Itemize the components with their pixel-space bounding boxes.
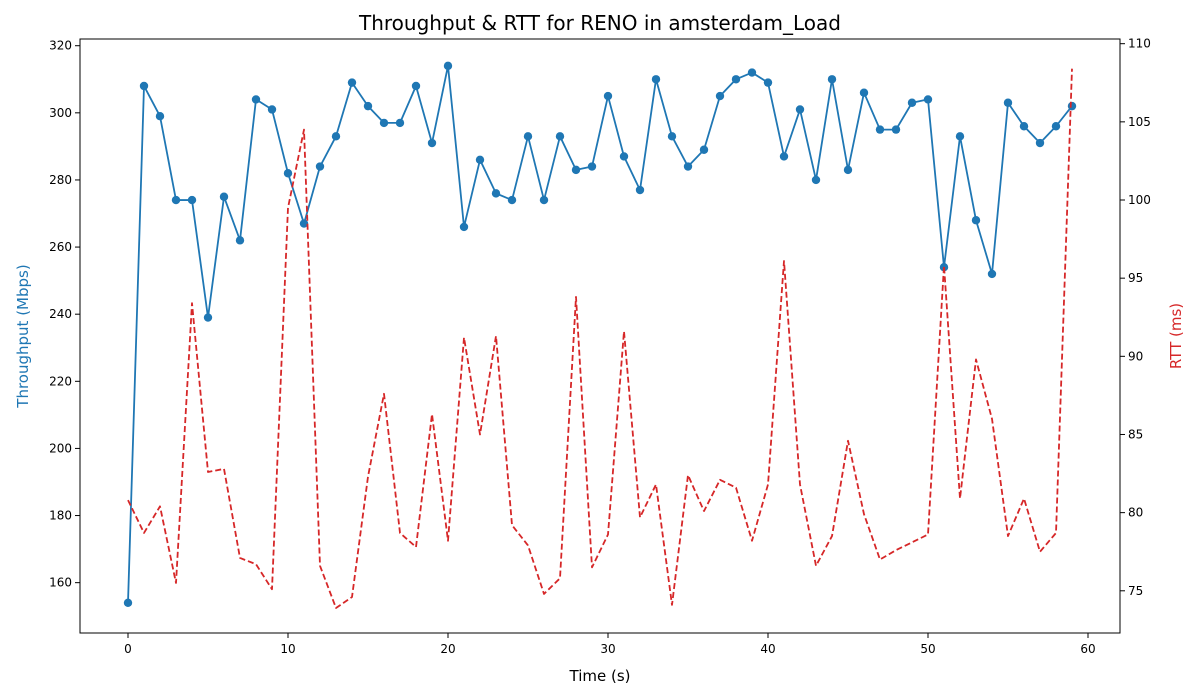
throughput-point (555, 132, 565, 141)
x-tick-label: 20 (440, 642, 455, 656)
y-right-tick-label: 85 (1128, 427, 1143, 441)
x-tick-label: 30 (600, 642, 615, 656)
throughput-point (683, 162, 693, 171)
y-right-tick-label: 100 (1128, 193, 1151, 207)
x-tick-label: 10 (280, 642, 295, 656)
throughput-point (123, 598, 133, 607)
x-tick-label: 60 (1080, 642, 1095, 656)
throughput-point (539, 195, 549, 205)
throughput-point (587, 162, 597, 171)
throughput-point (635, 185, 645, 195)
throughput-point (699, 145, 709, 154)
x-tick-label: 0 (124, 642, 132, 656)
throughput-line (127, 64, 1073, 603)
throughput-point (923, 95, 933, 104)
throughput-point (651, 75, 661, 84)
throughput-point (187, 195, 197, 205)
throughput-point (1003, 98, 1013, 107)
throughput-point (731, 75, 741, 84)
y-left-tick-label: 220 (49, 374, 72, 388)
throughput-point (987, 269, 997, 279)
throughput-point (571, 165, 581, 175)
throughput-point (491, 189, 501, 198)
y-right-tick-label: 105 (1128, 115, 1151, 129)
y-right-tick-label: 95 (1128, 271, 1143, 285)
throughput-point (475, 155, 485, 165)
throughput-point (283, 169, 293, 178)
throughput-point (155, 111, 165, 121)
x-axis-label: Time (s) (569, 667, 631, 685)
plot-area-frame (79, 38, 1121, 634)
throughput-point (1035, 138, 1045, 148)
throughput-point (235, 236, 245, 245)
throughput-point (331, 132, 341, 141)
y-right-tick-label: 90 (1128, 349, 1143, 363)
y-left-tick-label: 320 (49, 39, 72, 53)
y-left-tick-label: 240 (49, 307, 72, 321)
y-right-axis-label: RTT (ms) (1167, 303, 1185, 369)
throughput-point (315, 162, 325, 171)
throughput-point (363, 101, 373, 111)
throughput-point (715, 91, 725, 101)
throughput-point (603, 91, 613, 101)
throughput-point (1019, 122, 1029, 131)
throughput-point (667, 132, 677, 141)
throughput-point (1067, 101, 1077, 111)
rtt-line (127, 68, 1073, 609)
throughput-point (779, 152, 789, 161)
y-right-tick-label: 75 (1128, 584, 1143, 598)
y-left-tick-label: 300 (49, 106, 72, 120)
throughput-point (171, 195, 181, 205)
throughput-point (347, 78, 357, 87)
throughput-point (379, 118, 389, 128)
throughput-point (443, 61, 453, 71)
throughput-point (843, 165, 853, 175)
throughput-point (763, 78, 773, 87)
throughput-point (859, 88, 869, 97)
y-right-tick-label: 80 (1128, 506, 1143, 520)
y-right-tick-label: 110 (1128, 37, 1151, 51)
throughput-point (507, 195, 517, 205)
throughput-point (1051, 122, 1061, 131)
y-left-tick-label: 200 (49, 441, 72, 455)
throughput-point (811, 175, 821, 185)
x-tick-label: 40 (760, 642, 775, 656)
throughput-point (875, 125, 885, 134)
throughput-point (523, 132, 533, 141)
throughput-point (411, 81, 421, 91)
y-left-axis-label: Throughput (Mbps) (14, 264, 32, 408)
throughput-point (251, 95, 261, 104)
x-tick-label: 50 (920, 642, 935, 656)
throughput-point (955, 132, 965, 141)
throughput-point (827, 75, 837, 84)
y-left-tick-label: 160 (49, 576, 72, 590)
throughput-point (619, 152, 629, 161)
throughput-point (891, 125, 901, 134)
throughput-point (219, 192, 229, 201)
throughput-point (747, 68, 757, 77)
throughput-point (795, 105, 805, 114)
y-left-tick-label: 180 (49, 509, 72, 523)
throughput-point (427, 138, 437, 148)
y-left-tick-label: 280 (49, 173, 72, 187)
throughput-point (395, 118, 405, 128)
y-left-tick-label: 260 (49, 240, 72, 254)
throughput-point (907, 98, 917, 107)
throughput-point (203, 313, 213, 322)
chart-title: Throughput & RTT for RENO in amsterdam_L… (358, 11, 841, 35)
throughput-point (139, 81, 149, 91)
throughput-point (971, 216, 981, 225)
throughput-point (299, 219, 309, 228)
throughput-point (267, 105, 277, 114)
throughput-point (459, 222, 469, 232)
